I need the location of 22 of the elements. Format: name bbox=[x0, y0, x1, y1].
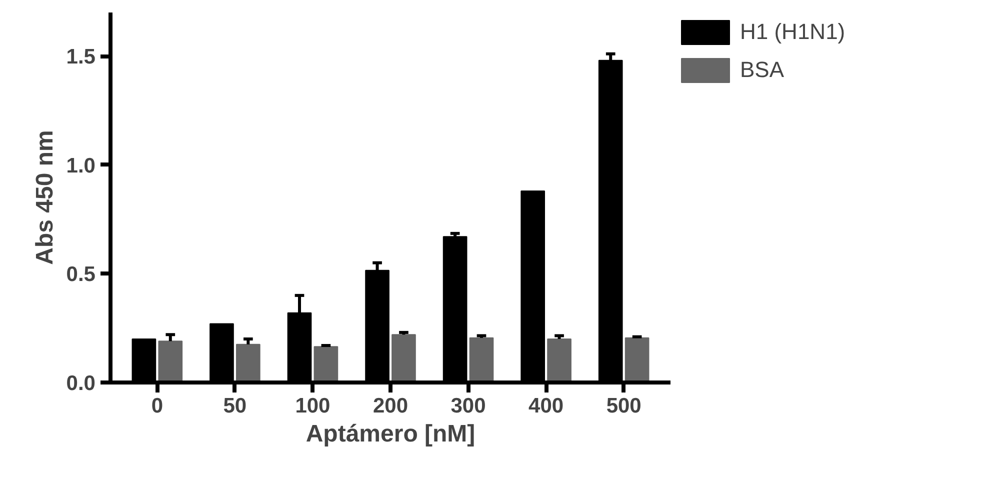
x-tick-label: 200 bbox=[372, 394, 408, 418]
legend-label: BSA bbox=[740, 57, 784, 83]
x-tick-label: 50 bbox=[223, 394, 247, 418]
bar bbox=[547, 338, 572, 382]
y-tick-label: 1.5 bbox=[66, 46, 96, 69]
x-tick-label: 100 bbox=[295, 394, 330, 418]
bar bbox=[392, 334, 416, 382]
bar bbox=[624, 337, 650, 382]
x-axis-title: Aptámero [nM] bbox=[306, 420, 476, 448]
bar bbox=[314, 346, 338, 382]
legend-label: H1 (H1N1) bbox=[740, 19, 846, 45]
y-axis-title: Abs 450 nm bbox=[31, 130, 58, 265]
x-tick-label: 400 bbox=[528, 394, 564, 418]
y-tick-label: 0.5 bbox=[66, 263, 96, 286]
x-tick-label: 500 bbox=[606, 394, 642, 418]
bar bbox=[158, 340, 183, 382]
bar bbox=[236, 344, 260, 382]
x-tick-label: 300 bbox=[450, 394, 486, 418]
bar bbox=[469, 337, 494, 382]
x-tick-label: 0 bbox=[151, 394, 164, 418]
y-tick-label: 0.0 bbox=[66, 372, 96, 395]
y-tick-label: 1.0 bbox=[66, 154, 96, 178]
